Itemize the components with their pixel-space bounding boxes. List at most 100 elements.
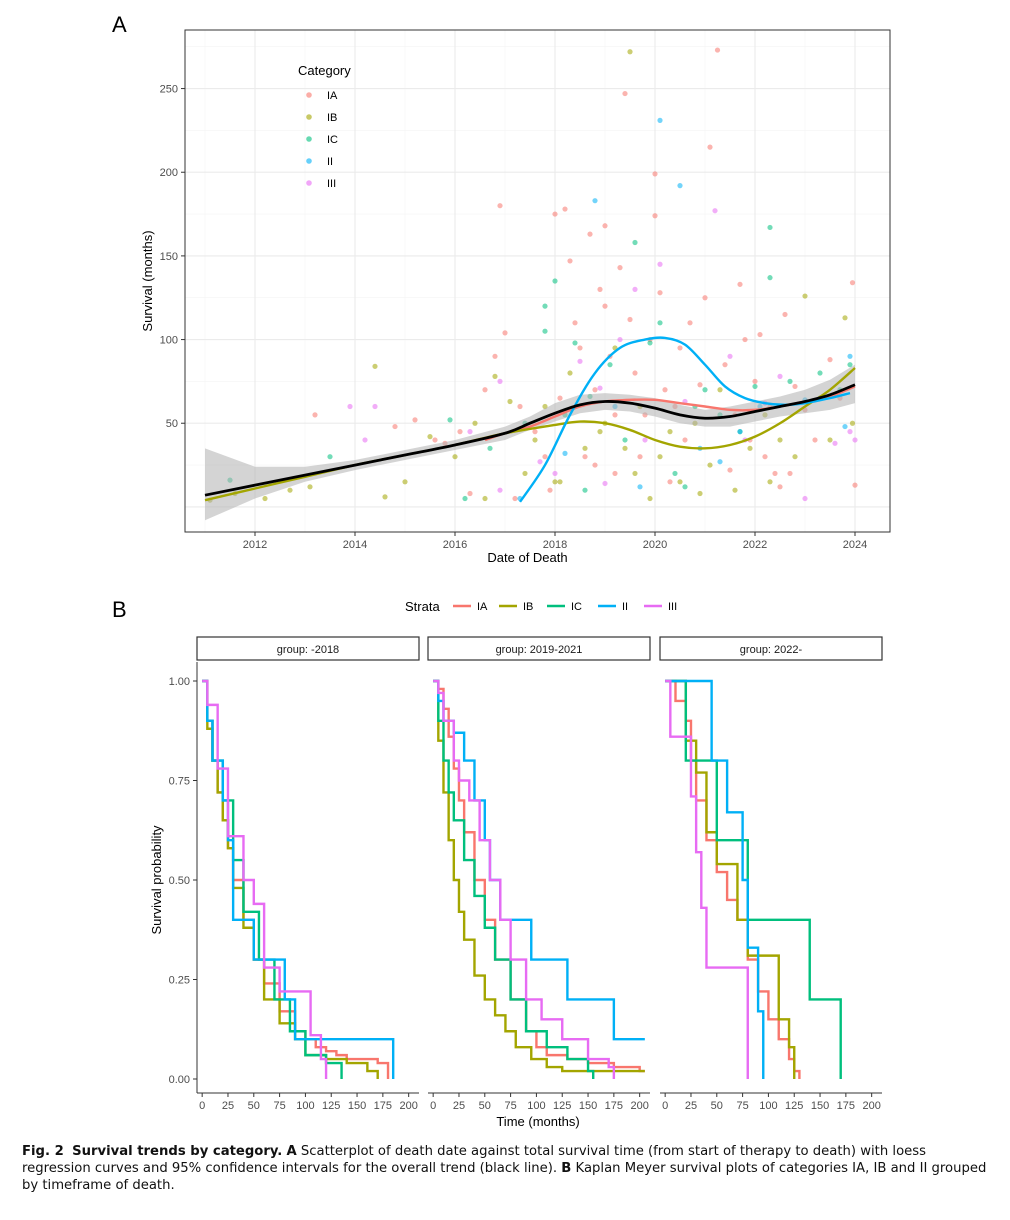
scatter-point-IA	[652, 213, 658, 219]
scatter-point-II	[717, 459, 723, 465]
km-curve-III	[665, 679, 749, 1079]
scatter-point-IA	[582, 454, 588, 460]
scatter-point-IB	[677, 479, 683, 485]
scatter-point-IA	[392, 423, 398, 430]
panel-a-x-tick-label: 2016	[443, 539, 467, 551]
scatter-point-IC	[647, 340, 653, 346]
scatter-point-IC	[622, 437, 628, 443]
facet-strip	[427, 636, 651, 661]
panel-b-y-tick-label: 0.50	[169, 875, 190, 887]
scatter-point-IA	[752, 378, 758, 384]
panel-b-y-tick-label: 0.75	[169, 776, 190, 788]
legend-label-IB: IB	[327, 112, 337, 124]
facet-x-tick-label: 75	[736, 1100, 748, 1112]
scatter-point-IC	[682, 484, 688, 490]
scatter-point-IC	[327, 454, 333, 460]
facet-x-tick-label: 0	[199, 1100, 205, 1112]
scatter-point-IA	[577, 345, 583, 351]
legend-key-III	[306, 180, 312, 186]
panel-a-label: A	[112, 12, 127, 37]
scatter-point-IC	[767, 275, 773, 281]
panel-b-y-tick-label: 1.00	[169, 676, 190, 688]
scatter-point-IB	[627, 49, 633, 55]
scatter-point-IC	[702, 387, 708, 393]
scatter-point-IB	[372, 363, 378, 369]
scatter-point-IA	[312, 412, 318, 418]
facet-x-tick-label: 150	[579, 1100, 597, 1112]
facet-strip-label: group: 2022-	[740, 644, 803, 656]
facet-panel-3: group: 2022- 0 25 50 75 100 125 150 175 200	[659, 636, 883, 1112]
panel-a-x-axis-label: Date of Death	[487, 550, 567, 565]
scatter-point-IA	[482, 387, 488, 393]
facet-x-tick-label: 200	[630, 1100, 648, 1112]
scatter-point-IB	[747, 445, 753, 451]
scatter-point-II	[842, 423, 848, 430]
facet-strip-label: group: -2018	[277, 644, 339, 656]
scatter-point-IA	[632, 370, 638, 376]
scatter-point-IB	[472, 420, 478, 426]
scatter-point-IB	[287, 487, 293, 493]
facet-x-tick-label: 50	[248, 1100, 260, 1112]
facet-strip	[196, 636, 420, 661]
scatter-point-IA	[677, 345, 683, 351]
facet-x-tick-label: 200	[862, 1100, 880, 1112]
scatter-point-IB	[507, 398, 513, 405]
scatter-point-IC	[817, 370, 823, 376]
scatter-point-IB	[849, 420, 856, 426]
strata-label-III: III	[668, 601, 677, 613]
scatter-point-IB	[492, 373, 498, 379]
facet-x-tick-label: 75	[273, 1100, 285, 1112]
facet-x-tick-label: 100	[527, 1100, 545, 1112]
facet-x-tick-label: 0	[662, 1100, 668, 1112]
scatter-point-IA	[547, 487, 553, 493]
panel-b-x-axis-label: Time (months)	[496, 1114, 579, 1129]
scatter-point-IB	[732, 487, 738, 493]
scatter-point-IA	[532, 429, 538, 435]
scatter-point-IA	[497, 203, 503, 209]
scatter-point-IA	[602, 303, 608, 309]
scatter-point-IA	[432, 437, 438, 443]
scatter-point-III	[362, 437, 368, 443]
scatter-point-IA	[772, 470, 778, 477]
scatter-point-IC	[487, 445, 493, 451]
panel-a-x-tick-label: 2022	[743, 539, 767, 551]
panel-a-y-tick-label: 200	[160, 167, 178, 179]
panel-a-x-tick-label: 2012	[243, 539, 267, 551]
scatter-point-IB	[707, 462, 713, 468]
scatter-point-IC	[572, 340, 578, 346]
scatter-point-II	[677, 183, 683, 189]
scatter-point-IB	[647, 495, 653, 502]
scatter-point-IA	[612, 470, 618, 477]
scatter-point-III	[727, 353, 733, 359]
scatter-point-IA	[787, 470, 793, 477]
scatter-point-IA	[572, 320, 578, 326]
strata-label-II: II	[622, 601, 628, 613]
scatter-point-IA	[762, 454, 768, 460]
facet-x-tick-label: 25	[453, 1100, 465, 1112]
scatter-point-IA	[552, 211, 558, 217]
scatter-point-IB	[427, 434, 433, 440]
scatter-point-IB	[542, 403, 548, 410]
scatter-point-IA	[727, 467, 733, 473]
scatter-point-III	[347, 403, 353, 410]
legend-key-IA	[306, 92, 312, 98]
scatter-point-IA	[592, 387, 598, 393]
scatter-point-IB	[622, 445, 628, 451]
scatter-point-II	[657, 117, 663, 123]
scatter-point-IB	[657, 454, 663, 460]
strata-label-IC: IC	[571, 601, 582, 613]
scatter-point-III	[832, 440, 838, 446]
km-curve-II	[665, 679, 765, 1079]
panel-a-x-tick-label: 2014	[343, 539, 367, 551]
scatter-point-IB	[582, 445, 588, 451]
scatter-point-IA	[637, 454, 643, 460]
facet-x-tick-label: 175	[837, 1100, 855, 1112]
facet-x-tick-label: 125	[785, 1100, 803, 1112]
scatter-point-IA	[467, 490, 473, 497]
scatter-point-IA	[687, 320, 693, 326]
scatter-point-IC	[552, 278, 558, 284]
facet-panel-2: group: 2019-2021 0 25 50 75 100 125 150 175 200	[427, 636, 651, 1112]
facet-x-tick-label: 25	[222, 1100, 234, 1112]
scatter-point-IB	[717, 387, 723, 393]
